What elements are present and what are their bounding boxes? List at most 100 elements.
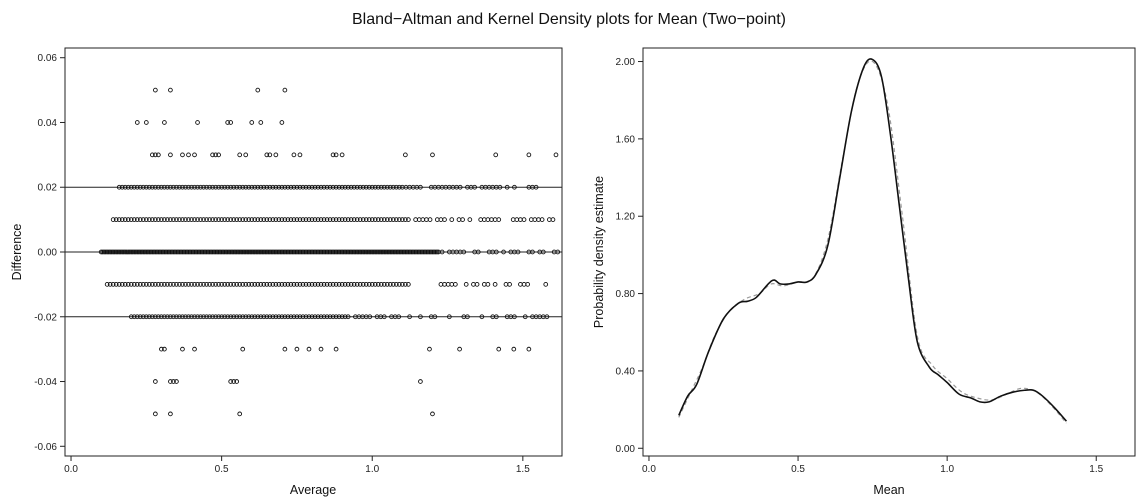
- scatter-point: [240, 249, 246, 255]
- scatter-point: [171, 282, 176, 287]
- ba-x-tick-label: 1.0: [365, 464, 379, 475]
- scatter-point: [308, 249, 313, 255]
- scatter-point: [427, 249, 432, 255]
- scatter-point: [303, 249, 309, 255]
- scatter-point: [219, 249, 224, 255]
- y-axis-ticks: 0.00 0.40 0.80 1.20 1.60 2.00: [616, 57, 643, 455]
- scatter-point: [214, 249, 220, 255]
- scatter-point: [333, 217, 339, 222]
- scatter-point: [255, 282, 261, 287]
- scatter-point: [175, 249, 181, 255]
- scatter-point: [189, 282, 194, 287]
- scatter-point: [369, 217, 375, 222]
- scatter-point: [339, 152, 345, 158]
- scatter-point: [430, 411, 435, 417]
- scatter-point: [258, 217, 264, 222]
- scatter-point: [171, 314, 176, 320]
- scatter-point: [190, 249, 196, 255]
- scatter-point: [165, 249, 170, 255]
- scatter-point: [153, 249, 158, 255]
- scatter-point: [137, 249, 143, 255]
- scatter-point: [403, 282, 408, 287]
- scatter-point: [333, 282, 339, 287]
- scatter-point: [183, 314, 188, 320]
- scatter-point: [264, 314, 270, 320]
- scatter-point: [324, 314, 330, 320]
- scatter-point: [442, 217, 447, 222]
- scatter-point: [294, 346, 300, 352]
- scatter-point: [406, 217, 411, 222]
- scatter-point: [243, 184, 249, 190]
- scatter-point: [354, 217, 360, 222]
- scatter-point: [354, 282, 360, 287]
- scatter-point: [449, 217, 455, 222]
- scatter-point: [321, 249, 327, 255]
- scatter-point: [112, 249, 118, 255]
- scatter-point: [282, 282, 288, 287]
- scatter-point: [276, 249, 282, 255]
- scatter-point: [134, 120, 140, 125]
- scatter-point: [282, 87, 288, 93]
- scatter-point: [312, 314, 318, 320]
- scatter-point: [357, 249, 363, 255]
- scatter-point: [400, 217, 405, 222]
- scatter-point: [386, 249, 392, 255]
- scatter-point: [333, 314, 339, 320]
- scatter-point: [539, 217, 545, 222]
- scatter-point: [195, 184, 200, 190]
- scatter-point: [273, 184, 279, 190]
- scatter-point: [512, 314, 517, 320]
- scatter-point: [312, 249, 318, 255]
- scatter-point: [168, 87, 173, 93]
- kd-x-tick-label: 0.0: [642, 464, 656, 475]
- scatter-point: [156, 152, 161, 158]
- scatter-point: [234, 249, 240, 255]
- scatter-point: [378, 184, 384, 190]
- scatter-point: [177, 314, 182, 320]
- scatter-point: [134, 184, 140, 190]
- scatter-point: [140, 217, 146, 222]
- scatter-point: [421, 249, 426, 255]
- scatter-point: [296, 249, 301, 255]
- scatter-point: [427, 346, 432, 352]
- scatter-point: [285, 249, 291, 255]
- ba-y-tick-label: -0.06: [34, 442, 57, 453]
- scatter-point: [306, 282, 312, 287]
- scatter-point: [231, 314, 237, 320]
- scatter-point: [311, 249, 316, 255]
- scatter-point: [412, 249, 417, 255]
- scatter-point: [291, 282, 297, 287]
- scatter-point: [511, 346, 517, 352]
- scatter-point: [375, 249, 381, 255]
- scatter-point: [122, 249, 128, 255]
- scatter-point: [128, 282, 134, 287]
- scatter-point: [369, 282, 375, 287]
- scatter-point: [180, 282, 185, 287]
- scatter-point: [372, 217, 378, 222]
- scatter-point: [493, 249, 499, 255]
- scatter-point: [124, 249, 130, 255]
- scatter-point: [318, 282, 324, 287]
- scatter-point: [213, 282, 218, 287]
- scatter-point: [104, 282, 110, 287]
- scatter-point: [326, 249, 331, 255]
- scatter-point: [204, 249, 209, 255]
- scatter-point: [192, 249, 197, 255]
- scatter-point: [168, 282, 173, 287]
- scatter-point: [177, 217, 182, 222]
- ba-y-tick-label: 0.02: [38, 183, 58, 194]
- scatter-point: [347, 249, 352, 255]
- scatter-point: [228, 217, 234, 222]
- scatter-point: [201, 184, 206, 190]
- scatter-point: [430, 152, 435, 158]
- scatter-point: [384, 282, 390, 287]
- scatter-point: [171, 184, 176, 190]
- scatter-point: [140, 282, 146, 287]
- scatter-point: [268, 249, 274, 255]
- scatter-point: [169, 249, 175, 255]
- scatter-point: [207, 184, 212, 190]
- scatter-point: [125, 249, 131, 255]
- scatter-point: [267, 249, 273, 255]
- scatter-point: [479, 314, 485, 320]
- scatter-point: [189, 314, 194, 320]
